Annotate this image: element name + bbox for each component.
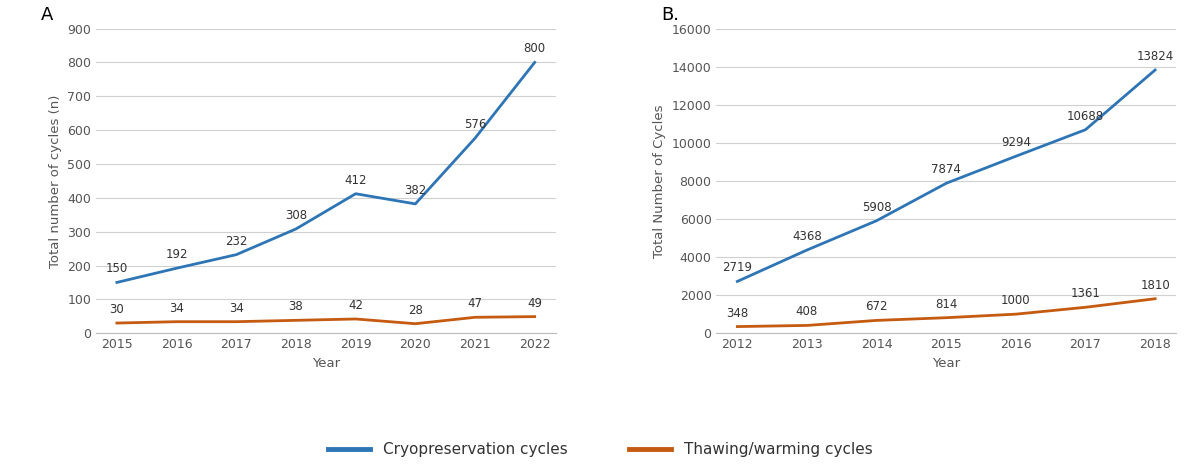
Text: 30: 30 [109, 303, 125, 316]
X-axis label: Year: Year [932, 357, 960, 370]
Text: 308: 308 [284, 209, 307, 222]
Text: 408: 408 [796, 306, 818, 318]
Text: 4368: 4368 [792, 230, 822, 243]
Text: 348: 348 [726, 307, 749, 319]
Text: A: A [41, 6, 53, 24]
X-axis label: Year: Year [312, 357, 340, 370]
Y-axis label: Total number of cycles (n): Total number of cycles (n) [48, 94, 61, 268]
Text: 28: 28 [408, 304, 422, 317]
Text: 13824: 13824 [1136, 50, 1174, 63]
Text: 42: 42 [348, 299, 364, 312]
Text: 38: 38 [288, 300, 304, 313]
Text: 150: 150 [106, 262, 128, 276]
Text: 192: 192 [166, 248, 188, 261]
Text: 412: 412 [344, 174, 367, 187]
Text: 49: 49 [527, 297, 542, 310]
Text: 1361: 1361 [1070, 288, 1100, 300]
Text: 5908: 5908 [862, 201, 892, 214]
Text: 1810: 1810 [1140, 279, 1170, 292]
Text: 9294: 9294 [1001, 136, 1031, 149]
Text: 7874: 7874 [931, 163, 961, 176]
Text: 576: 576 [464, 118, 486, 131]
Text: 382: 382 [404, 184, 426, 197]
Legend: Cryopreservation cycles, Thawing/warming cycles: Cryopreservation cycles, Thawing/warming… [322, 436, 878, 464]
Text: 800: 800 [523, 42, 546, 56]
Text: 1000: 1000 [1001, 294, 1031, 307]
Text: 47: 47 [468, 298, 482, 310]
Text: 814: 814 [935, 298, 958, 311]
Text: 232: 232 [226, 235, 247, 248]
Text: 672: 672 [865, 300, 888, 314]
Text: 34: 34 [229, 302, 244, 315]
Text: B.: B. [661, 6, 679, 24]
Text: 34: 34 [169, 302, 184, 315]
Y-axis label: Total Number of Cycles: Total Number of Cycles [653, 104, 666, 258]
Text: 10688: 10688 [1067, 110, 1104, 123]
Text: 2719: 2719 [722, 261, 752, 275]
